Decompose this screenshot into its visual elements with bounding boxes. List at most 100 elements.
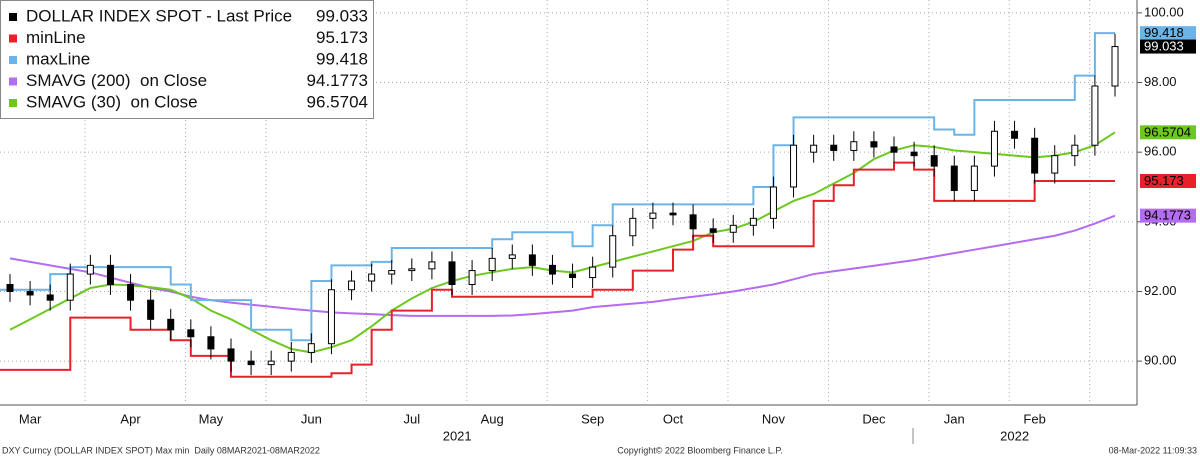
candle-body [66,273,74,301]
candle-body [790,144,798,188]
candle-body [6,284,14,292]
line [9,214,1116,317]
candle-body [307,343,315,353]
candle-body [86,264,94,275]
plot-area [0,0,1137,405]
candle-body [207,336,215,350]
y-tick-label: 90.00 [1144,353,1177,368]
candle-body [830,144,838,151]
year-label: 2022 [1000,428,1029,443]
candle-body [970,165,978,191]
candle-body [810,144,818,153]
candle-body [589,266,597,279]
value-tag-label: 99.418 [1144,25,1184,40]
legend-value: 99.418 [316,49,368,68]
candle-body [729,224,737,233]
candle-body [1031,137,1039,174]
candle-body [890,146,898,153]
value-tag [1140,39,1196,54]
year-label: 2021 [443,428,472,443]
x-tick-label: Dec [862,411,886,426]
candle-body [1071,144,1079,157]
x-tick-label: Nov [762,411,786,426]
candle-body [1111,46,1119,87]
legend-swatch [9,99,17,107]
y-tick-label: 92.00 [1144,283,1177,298]
candle-body [850,141,858,151]
legend-value: 96.5704 [307,92,368,111]
candle-body [870,141,878,148]
candle-body [187,329,195,338]
candle-body [769,186,777,219]
y-tick-label: 100.00 [1144,4,1184,19]
legend-box [0,0,374,119]
value-tag-label: 95.173 [1144,173,1184,188]
value-tag-label: 96.5704 [1144,124,1191,139]
x-tick-label: Jun [301,411,322,426]
value-tag-label: 94.1773 [1144,208,1191,223]
candle-body [287,351,295,362]
legend-swatch [9,77,17,86]
candle-body [348,280,356,291]
candle-body [709,228,717,233]
candle-body [227,348,235,362]
step-line [0,32,1115,342]
candle-body [46,294,54,301]
legend: DOLLAR INDEX SPOT - Last Price 99.033 minL… [0,0,374,119]
candle-body [649,212,657,219]
footer-right: 08-Mar-2022 11:09:33 [1109,445,1197,455]
legend-label: DOLLAR INDEX SPOT - Last Price [26,6,292,25]
legend-swatch [9,13,17,21]
candle-body [669,212,677,216]
candle-body [528,254,536,266]
x-tick-label: Jul [404,411,421,426]
candle-body [508,254,516,259]
legend-label: minLine [26,28,86,47]
legend-label: SMAVG (30) on Close [26,92,198,111]
candle-body [629,217,637,237]
x-tick-label: Mar [19,411,42,426]
x-tick-label: Jan [944,411,965,426]
x-tick-label: May [199,411,224,426]
candle-body [689,214,697,230]
candle-body [1051,155,1059,174]
candle-body [368,273,376,282]
candle-body [990,130,998,167]
candle-body [950,165,958,191]
candle-body [1091,85,1099,146]
value-tag [1140,125,1196,140]
legend-swatch [9,34,17,43]
candle-body [1011,130,1019,139]
legend-swatch [9,56,17,64]
y-tick-label: 96.00 [1144,144,1177,159]
candle-body [488,257,496,272]
candle-body [910,151,918,157]
candle-body [167,318,175,331]
y-tick-label: 98.00 [1144,74,1177,89]
candle-body [930,155,938,167]
value-tag [1140,26,1196,41]
value-tag-label: 99.033 [1144,38,1184,53]
candle-body [408,268,416,272]
candle-body [267,360,275,366]
value-tag [1140,173,1196,188]
legend-value: 99.033 [316,6,368,25]
legend-value: 95.173 [316,28,368,47]
candle-body [548,264,556,275]
candle-body [26,290,34,296]
x-tick-label: Feb [1023,411,1045,426]
candle-body [106,264,114,286]
candle-body [127,284,135,301]
x-tick-label: Sep [581,411,604,426]
candle-body [749,217,757,226]
candle-body [388,270,396,275]
candle-body [327,289,335,345]
footer-center: Copyright© 2022 Bloomberg Finance L.P. [617,445,783,455]
candle-body [147,299,155,320]
legend-value: 94.1773 [307,71,368,90]
x-tick-label: Aug [481,411,504,426]
candle-body [468,270,476,286]
value-tag [1140,208,1196,223]
legend-label: SMAVG (200) on Close [26,71,207,90]
